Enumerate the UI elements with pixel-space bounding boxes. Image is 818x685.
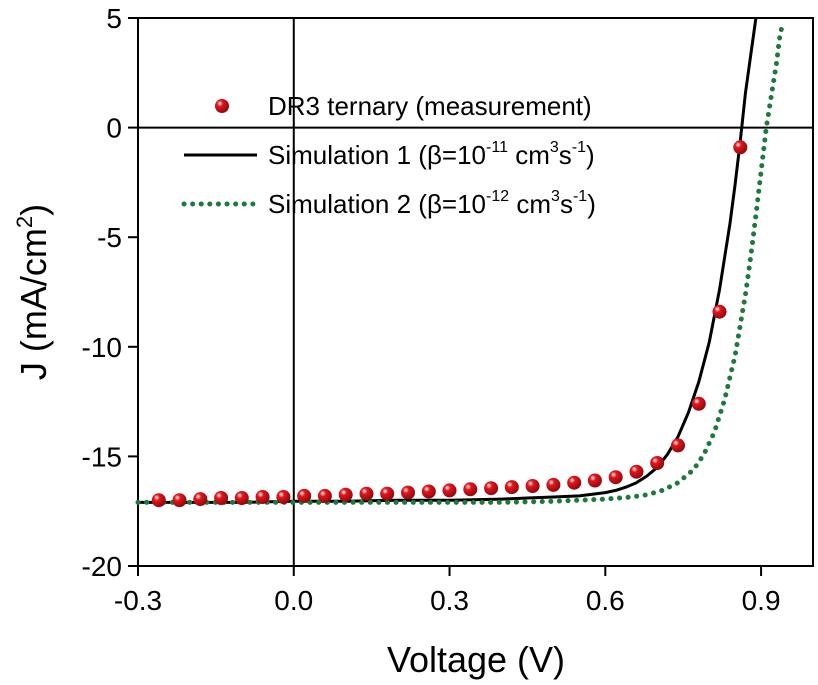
legend-label-measurement: DR3 ternary (measurement) — [268, 91, 592, 121]
series-line-simulation-2 — [135, 24, 785, 505]
x-axis-ticks: -0.3 0.0 0.3 0.6 0.9 — [114, 566, 781, 616]
data-point-measurement — [151, 493, 166, 508]
x-tick-label: -0.3 — [114, 585, 162, 616]
legend-label-simulation-2: Simulation 2 (β=10-12 cm3s-1) — [268, 188, 596, 219]
y-axis-title-sup: 2 — [12, 216, 37, 228]
data-point-measurement — [297, 488, 312, 503]
y-tick-label: 5 — [106, 3, 122, 34]
data-point-measurement — [733, 140, 748, 155]
data-point-measurement — [193, 492, 208, 507]
data-point-measurement — [234, 491, 249, 505]
data-point-measurement — [463, 482, 478, 497]
legend-label-simulation-1: Simulation 1 (β=10-11 cm3s-1) — [268, 139, 595, 170]
x-tick-label: 0.9 — [742, 585, 781, 616]
data-point-measurement — [172, 493, 187, 508]
data-point-measurement — [671, 438, 685, 453]
data-point-measurement — [504, 480, 519, 495]
data-point-measurement — [401, 485, 415, 500]
data-point-measurement — [629, 464, 644, 479]
y-axis-title: J (mA/cm2) — [12, 204, 54, 380]
y-axis-title-main: J (mA/cm — [13, 228, 54, 380]
x-axis-title: Voltage (V) — [387, 639, 565, 680]
legend: DR3 ternary (measurement) Simulation 1 (… — [181, 91, 596, 219]
data-point-measurement — [255, 490, 270, 504]
y-tick-label: -20 — [82, 551, 122, 582]
data-point-measurement — [525, 479, 540, 493]
x-tick-label: 0.6 — [586, 585, 625, 616]
data-point-measurement — [421, 484, 436, 499]
data-point-measurement — [380, 486, 395, 501]
series-layer — [135, 17, 785, 508]
data-point-measurement — [317, 488, 332, 503]
x-tick-label: 0.0 — [274, 585, 313, 616]
y-tick-label: -10 — [82, 332, 122, 363]
x-tick-label: 0.3 — [430, 585, 469, 616]
data-point-measurement — [276, 490, 291, 504]
data-point-measurement — [691, 396, 706, 411]
data-point-measurement — [214, 491, 229, 505]
y-tick-label: -15 — [82, 441, 122, 472]
data-point-measurement — [442, 483, 457, 498]
y-tick-label: -5 — [97, 222, 122, 253]
data-point-measurement — [359, 486, 374, 501]
data-point-measurement — [587, 473, 602, 488]
legend-marker-measurement — [215, 99, 229, 113]
data-point-measurement — [338, 487, 353, 502]
y-axis-ticks: -20 -15 -10 -5 0 5 — [82, 3, 138, 582]
data-point-measurement — [484, 481, 499, 496]
plot-frame — [137, 17, 814, 567]
data-point-measurement — [546, 477, 561, 492]
data-point-measurement — [712, 304, 727, 319]
data-point-measurement — [650, 456, 665, 470]
y-tick-label: 0 — [106, 113, 122, 144]
data-point-measurement — [567, 475, 582, 490]
data-point-measurement — [608, 470, 623, 485]
y-axis-title-end: ) — [13, 204, 54, 216]
